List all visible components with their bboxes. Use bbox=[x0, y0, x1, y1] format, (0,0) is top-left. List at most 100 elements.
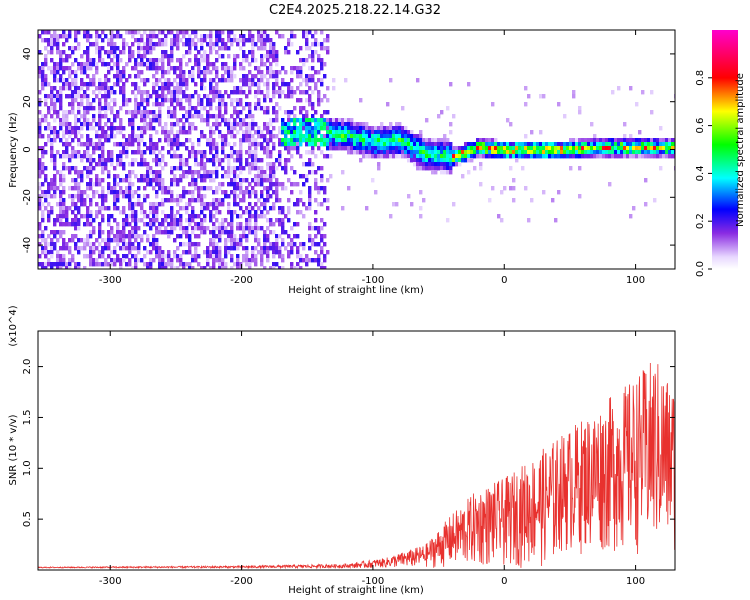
spectrogram-cell bbox=[56, 230, 60, 235]
spectrogram-cell bbox=[71, 138, 75, 143]
spectrogram-cell bbox=[128, 186, 132, 191]
spectrogram-cell bbox=[101, 130, 105, 135]
spectrogram-cell bbox=[512, 154, 516, 159]
spectrogram-cell bbox=[80, 178, 84, 183]
spectrogram-cell bbox=[44, 250, 48, 255]
spectrogram-cell bbox=[188, 202, 192, 207]
spectrogram-cell bbox=[137, 46, 141, 51]
spectrogram-cell bbox=[281, 206, 285, 211]
spectrogram-cell bbox=[131, 134, 135, 139]
spectrogram-cell bbox=[371, 126, 375, 131]
spectrogram-cell bbox=[269, 122, 273, 127]
spectrogram-cell bbox=[656, 138, 660, 143]
spectrogram-cell bbox=[275, 182, 279, 187]
spectrogram-cell bbox=[131, 54, 135, 59]
spectrogram-cell bbox=[347, 130, 351, 135]
spectrogram-cell bbox=[446, 158, 450, 163]
spectrogram-cell bbox=[188, 42, 192, 47]
spectrogram-cell bbox=[245, 222, 249, 227]
spectrogram-cell bbox=[74, 34, 78, 39]
spectrogram-cell bbox=[104, 74, 108, 79]
spectrogram-cell bbox=[107, 230, 111, 235]
spectrogram-cell bbox=[278, 246, 282, 251]
spectrogram-cell bbox=[71, 126, 75, 131]
spectrogram-cell bbox=[242, 234, 246, 239]
spectrogram-cell bbox=[50, 178, 54, 183]
spectrogram-cell bbox=[158, 86, 162, 91]
spectrogram-cell bbox=[182, 262, 186, 267]
spectrogram-cell bbox=[395, 130, 399, 135]
spectrogram-cell bbox=[146, 38, 150, 43]
spectrogram-cell bbox=[131, 50, 135, 55]
spectrogram-cell bbox=[161, 130, 165, 135]
spectrogram-cell bbox=[125, 222, 129, 227]
spectrogram-cell bbox=[101, 218, 105, 223]
spectrogram-cell bbox=[671, 138, 675, 143]
spectrogram-cell bbox=[140, 210, 144, 215]
spectrogram-cell bbox=[77, 86, 81, 91]
spectrogram-cell bbox=[134, 246, 138, 251]
spectrogram-cell bbox=[125, 150, 129, 155]
spectrogram-cell bbox=[188, 102, 192, 107]
spectrogram-cell bbox=[233, 246, 237, 251]
spectrogram-cell bbox=[83, 90, 87, 95]
spectrogram-cell bbox=[251, 186, 255, 191]
spectrogram-cell bbox=[167, 58, 171, 63]
spectrogram-cell bbox=[65, 246, 69, 251]
spectrogram-cell bbox=[269, 138, 273, 143]
spectrogram-cell bbox=[227, 230, 231, 235]
spectrogram-cell bbox=[569, 154, 573, 159]
spectrogram-cell bbox=[140, 130, 144, 135]
spectrogram-cell bbox=[236, 242, 240, 247]
spectrogram-cell bbox=[416, 138, 420, 143]
spectrogram-cell bbox=[194, 82, 198, 87]
spectrogram-cell bbox=[209, 142, 213, 147]
spectrogram-cell bbox=[227, 122, 231, 127]
spectrogram-cell bbox=[290, 246, 294, 251]
spectrogram-cell bbox=[395, 126, 399, 131]
spectrogram-cell bbox=[65, 266, 69, 269]
spectrogram-cell bbox=[275, 30, 279, 35]
spectrogram-cell bbox=[200, 42, 204, 47]
spectrogram-cell bbox=[107, 182, 111, 187]
spectrogram-cell bbox=[548, 146, 552, 151]
spectrogram-cell bbox=[302, 78, 306, 83]
spectrogram-cell bbox=[194, 186, 198, 191]
spectrogram-cell bbox=[233, 194, 237, 199]
spectrogram-cell bbox=[152, 66, 156, 71]
spectrogram-cell bbox=[584, 150, 588, 155]
spectrogram-cell bbox=[62, 86, 66, 91]
spectrogram-cell bbox=[263, 98, 267, 103]
spectrogram-cell bbox=[173, 86, 177, 91]
spectrogram-cell bbox=[155, 130, 159, 135]
spectrogram-cell bbox=[572, 146, 576, 151]
spectrogram-cell bbox=[83, 154, 87, 159]
spectrogram-cell bbox=[644, 178, 648, 183]
spectrogram-cell bbox=[209, 34, 213, 39]
spectrogram-cell bbox=[185, 202, 189, 207]
spectrogram-cell bbox=[641, 138, 645, 143]
spectrogram-cell bbox=[275, 54, 279, 59]
spectrogram-cell bbox=[194, 42, 198, 47]
spectrogram-cell bbox=[284, 134, 288, 139]
spectrogram-cell bbox=[122, 46, 126, 51]
spectrogram-cell bbox=[269, 70, 273, 75]
spectrogram-cell bbox=[368, 142, 372, 147]
spectrogram-cell bbox=[638, 138, 642, 143]
spectrogram-cell bbox=[212, 86, 216, 91]
spectrogram-cell bbox=[317, 70, 321, 75]
spectrogram-cell bbox=[200, 114, 204, 119]
spectrogram-cell bbox=[143, 178, 147, 183]
spectrogram-cell bbox=[194, 46, 198, 51]
spectrogram-cell bbox=[185, 50, 189, 55]
spectrogram-cell bbox=[77, 186, 81, 191]
spectrogram-cell bbox=[416, 134, 420, 139]
spectrogram-cell bbox=[131, 266, 135, 269]
spectrogram-cell bbox=[101, 58, 105, 63]
spectrogram-cell bbox=[362, 122, 366, 127]
spectrogram-cell bbox=[650, 110, 654, 115]
spectrogram-cell bbox=[299, 138, 303, 143]
spectrogram-cell bbox=[206, 254, 210, 259]
spectrogram-cell bbox=[212, 254, 216, 259]
spectrogram-cell bbox=[197, 74, 201, 79]
